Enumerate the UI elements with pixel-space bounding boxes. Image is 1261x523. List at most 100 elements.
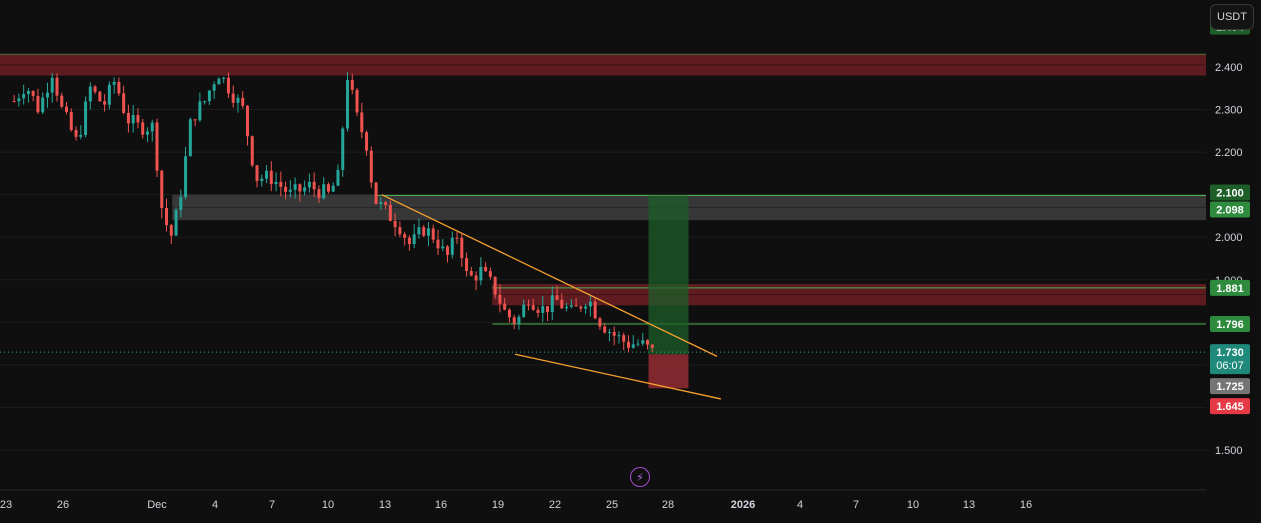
candle-body	[431, 228, 435, 240]
candle-body	[350, 80, 354, 90]
candle-body	[74, 130, 78, 137]
candle-body	[17, 98, 21, 102]
candle-body	[360, 112, 364, 133]
candle-body	[188, 119, 192, 157]
candle-body	[622, 335, 626, 342]
candle-body	[526, 304, 530, 306]
candle-body	[374, 182, 378, 204]
candles	[12, 72, 654, 353]
candle-body	[541, 306, 545, 313]
candle-body	[255, 165, 259, 181]
candle-body	[512, 317, 516, 324]
candle-body	[260, 178, 264, 181]
candle-body	[588, 301, 592, 307]
candle-body	[198, 101, 202, 121]
candle-body	[145, 131, 149, 135]
price-label-box	[1210, 316, 1250, 333]
candle-body	[288, 189, 292, 192]
candle-body	[160, 170, 164, 209]
candle-body	[555, 295, 559, 300]
zone-resistance	[0, 54, 1206, 76]
candle-body	[484, 266, 488, 272]
candle-body	[436, 239, 440, 249]
candle-body	[131, 115, 135, 124]
candle-body	[550, 295, 554, 313]
candle-body	[517, 316, 521, 324]
x-tick-label: 13	[379, 499, 391, 511]
candle-body	[45, 92, 49, 98]
price-label-box	[1210, 344, 1250, 375]
candle-body	[503, 303, 507, 310]
price-label-2-100: 2.100	[1210, 184, 1250, 201]
candle-body	[384, 202, 388, 205]
price-label-box	[1210, 184, 1250, 201]
price-label-1-725: 1.725	[1210, 378, 1250, 395]
price-label-2-098: 2.098	[1210, 201, 1250, 218]
candle-body	[560, 299, 564, 309]
price-axis	[1207, 0, 1261, 518]
upper-trendline	[381, 194, 718, 357]
price-label-box	[1210, 201, 1250, 218]
candle-body	[469, 270, 473, 276]
candle-body	[626, 341, 630, 348]
candle-body	[88, 86, 92, 102]
candle-body	[407, 237, 411, 245]
price-label-text: 1.725	[1216, 381, 1244, 393]
y-tick-label: 2.000	[1215, 232, 1243, 244]
candle-body	[474, 275, 478, 281]
lightning-icon[interactable]: ⚡	[630, 467, 650, 487]
candle-body	[488, 271, 492, 277]
candle-body	[284, 186, 288, 192]
currency-button[interactable]: USDT	[1210, 4, 1254, 30]
candle-body	[598, 318, 602, 327]
price-label-text: 1.881	[1216, 283, 1244, 295]
price-label-1-645: 1.645	[1210, 398, 1250, 415]
candle-body	[22, 94, 26, 99]
candle-body	[603, 326, 607, 333]
candle-body	[126, 112, 130, 124]
candle-body	[317, 189, 321, 199]
candle-body	[241, 97, 245, 106]
x-tick-label: 4	[212, 499, 218, 511]
candle-body	[103, 101, 107, 105]
candle-body	[217, 78, 221, 85]
candle-body	[179, 197, 183, 211]
candle-body	[646, 340, 650, 345]
candle-body	[636, 343, 640, 345]
candle-body	[336, 169, 340, 186]
x-tick-label: 2026	[731, 499, 755, 511]
price-label-box	[1210, 398, 1250, 415]
candle-body	[569, 305, 573, 307]
candle-body	[631, 344, 635, 348]
candle-body	[193, 119, 197, 121]
candle-body	[465, 258, 469, 271]
x-tick-label: 25	[606, 499, 618, 511]
stop-zone	[648, 354, 689, 389]
price-label-text: 1.796	[1216, 319, 1244, 331]
candle-body	[641, 340, 645, 344]
x-tick-label: 28	[662, 499, 674, 511]
candle-body	[531, 305, 535, 310]
zone-support	[172, 194, 1207, 221]
candle-body	[441, 246, 445, 249]
candle-body	[522, 304, 526, 317]
countdown-text: 06:07	[1216, 360, 1244, 372]
candle-body	[226, 77, 230, 94]
candle-body	[650, 344, 654, 348]
candle-body	[460, 237, 464, 259]
candle-body	[546, 306, 550, 313]
candle-body	[369, 150, 373, 183]
candle-body	[250, 136, 254, 166]
x-tick-label: 26	[57, 499, 69, 511]
x-tick-label: 16	[435, 499, 447, 511]
candle-body	[422, 227, 426, 236]
candle-body	[617, 335, 621, 337]
candle-body	[136, 115, 140, 123]
candle-body	[565, 306, 569, 309]
y-tick-label: 2.400	[1215, 62, 1243, 74]
candle-body	[274, 181, 278, 185]
